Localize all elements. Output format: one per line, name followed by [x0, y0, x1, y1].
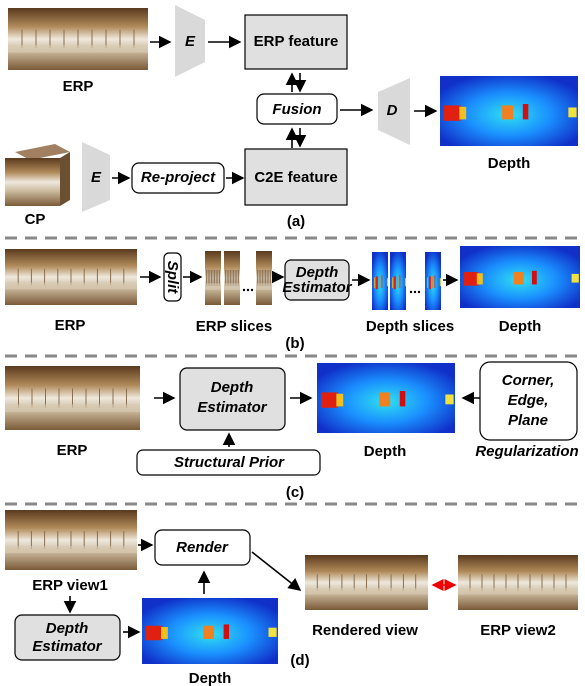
depth-warm [427, 278, 428, 288]
label: Corner, [502, 372, 555, 389]
label: E [91, 169, 102, 186]
label: Rendered view [312, 622, 418, 639]
label: Estimator [197, 399, 267, 416]
label: Re-project [141, 169, 216, 186]
depth-hot [432, 276, 433, 288]
erp-floor [224, 283, 240, 289]
depth-hot [502, 105, 513, 119]
label: Depth [364, 443, 407, 460]
ellipsis-dot [414, 291, 416, 293]
erp-floor [8, 45, 148, 52]
label: Depth slices [366, 318, 454, 335]
label: (a) [287, 213, 305, 230]
depth-warm [392, 278, 393, 288]
label: D [387, 102, 398, 119]
depth-warm [336, 394, 343, 407]
label: (b) [285, 335, 304, 352]
depth-hot [224, 624, 229, 639]
ellipsis-dot [410, 291, 412, 293]
depth-warm [445, 395, 453, 405]
depth-warm [568, 108, 576, 118]
depth-hot [321, 392, 338, 407]
label: (c) [286, 484, 304, 501]
arrow [252, 552, 300, 590]
label: Depth [499, 318, 542, 335]
depth-warm [405, 278, 406, 286]
ellipsis-dot [418, 291, 420, 293]
label: Estimator [282, 279, 352, 296]
depth-hot [532, 271, 537, 285]
label: Estimator [32, 638, 102, 655]
erp-floor [205, 283, 221, 289]
label: Depth [46, 620, 89, 637]
depth-hot [435, 275, 436, 288]
label: CP [25, 211, 46, 228]
label: Edge, [508, 392, 549, 409]
label: ERP [57, 442, 88, 459]
depth-warm [440, 278, 441, 286]
label: Split [164, 261, 181, 295]
depth-hot [394, 276, 396, 289]
depth-warm [161, 627, 168, 639]
label: ERP feature [254, 33, 339, 50]
label: Depth [189, 670, 232, 686]
label: (d) [290, 652, 309, 669]
erp-floor [305, 588, 428, 595]
label: Render [176, 539, 229, 556]
depth-hot [429, 276, 431, 289]
depth-hot [400, 275, 401, 288]
depth-hot [379, 392, 390, 406]
depth-warm [387, 278, 388, 286]
depth-hot [203, 626, 214, 639]
label: Depth [488, 155, 531, 172]
label: ERP view2 [480, 622, 556, 639]
cube-side [60, 152, 70, 206]
erp-floor [5, 546, 137, 553]
depth-hot [514, 272, 524, 284]
label: ERP [55, 317, 86, 334]
erp-floor [5, 283, 137, 290]
depth-hot [397, 276, 398, 288]
cube-front [5, 158, 60, 206]
depth-hot [146, 626, 162, 641]
depth-warm [572, 274, 579, 283]
depth-hot [444, 105, 461, 120]
label: Depth [211, 379, 254, 396]
label: Structural Prior [174, 454, 285, 471]
depth-warm [459, 107, 466, 120]
erp-floor [458, 588, 578, 595]
depth-hot [376, 276, 378, 289]
depth-warm [477, 273, 483, 284]
depth-warm [268, 628, 276, 637]
depth-hot [464, 272, 478, 286]
label: ERP slices [196, 318, 272, 335]
ellipsis-dot [251, 289, 253, 291]
label: C2E feature [254, 169, 337, 186]
depth-hot [400, 391, 406, 406]
label: Regularization [475, 443, 578, 460]
label: ERP view1 [32, 577, 108, 594]
figure: ERP E ERP feature Fusion C2E feature D Depth CP… [0, 0, 585, 686]
ellipsis-dot [243, 289, 245, 291]
erp-floor [256, 283, 272, 289]
label: E [185, 33, 196, 50]
depth-hot [382, 275, 383, 288]
depth-hot [523, 104, 529, 119]
page: {"panel_a": {"erp_label": "ERP", "encode… [0, 0, 585, 686]
ellipsis-dot [247, 289, 249, 291]
label: ERP [63, 78, 94, 95]
label: Fusion [272, 101, 321, 118]
depth-warm [374, 278, 375, 288]
label: Plane [508, 412, 548, 429]
depth-hot [379, 276, 380, 288]
erp-floor [5, 404, 140, 412]
